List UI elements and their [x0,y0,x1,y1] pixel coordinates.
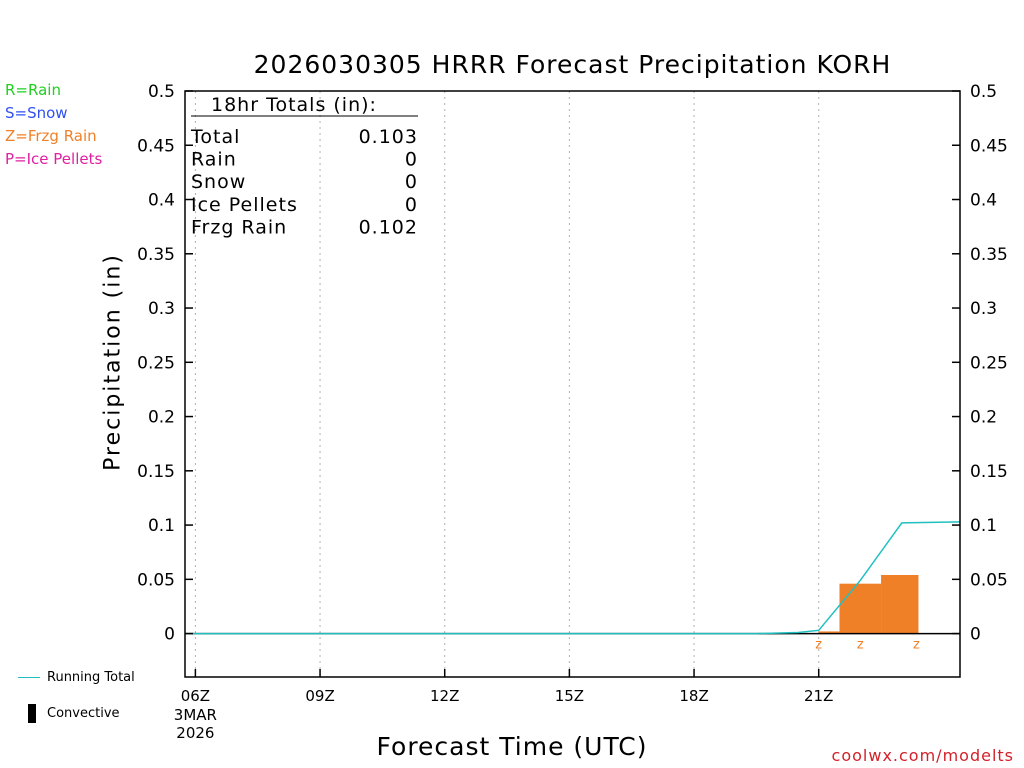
y-tick-label-right-0.3: 0.3 [970,299,997,319]
totals-label-1: Rain [191,149,237,171]
y-tick-label-left-0.45: 0.45 [137,136,175,156]
convective-key-swatch [28,704,36,723]
totals-title: 18hr Totals (in): [211,94,377,116]
y-tick-label-right-0.5: 0.5 [970,82,997,102]
totals-label-4: Frzg Rain [191,216,287,238]
legend-rain: R=Rain [5,81,61,99]
y-tick-label-left-0: 0 [164,625,175,645]
x-tick-label-12Z: 12Z [430,687,459,705]
precip-bar-2 [881,574,919,634]
ptype-marker-0: z [815,638,822,653]
running-total-key-label: Running Total [47,670,135,685]
y-tick-label-left-0.35: 0.35 [137,245,175,265]
totals-label-0: Total [190,126,240,148]
y-tick-label-left-0.2: 0.2 [148,408,175,428]
y-tick-label-right-0.35: 0.35 [970,245,1008,265]
plot-frame [184,90,961,678]
legend-snow: S=Snow [5,104,68,122]
running-total-key-line [18,677,40,678]
y-tick-label-left-0.4: 0.4 [148,191,175,211]
legend-ice-pellets: P=Ice Pellets [5,150,103,168]
totals-value-3: 0 [405,194,418,216]
y-tick-label-right-0.1: 0.1 [970,516,997,536]
y-tick-label-right-0.25: 0.25 [970,353,1008,373]
precip-bar-0 [818,631,840,634]
x-tick-date-year: 2026 [176,724,214,742]
x-tick-label-09Z: 09Z [305,687,334,705]
y-ticks-right: 0 0.05 0.1 0.15 0.2 0.25 0.3 0.35 0.4 0.45 0.5 [952,82,1008,645]
y-tick-label-left-0.05: 0.05 [137,570,175,590]
y-tick-label-right-0.4: 0.4 [970,191,997,211]
convective-key-label: Convective [47,706,120,721]
totals-label-3: Ice Pellets [191,194,298,216]
legend-frzg-rain: Z=Frzg Rain [5,127,97,145]
chart-title: 2026030305 HRRR Forecast Precipitation K… [253,50,892,79]
grid-lines [194,91,820,677]
precip-bar-1 [839,583,882,634]
precip-bars [818,574,919,634]
totals-value-2: 0 [405,171,418,193]
y-tick-label-right-0.2: 0.2 [970,408,997,428]
y-tick-label-right-0.05: 0.05 [970,570,1008,590]
y-tick-label-right-0.45: 0.45 [970,136,1008,156]
y-tick-label-left-0.3: 0.3 [148,299,175,319]
y-ticks-left: 0 0.05 0.1 0.15 0.2 0.25 0.3 0.35 0.4 0.45 0.5 [137,82,193,645]
y-tick-label-left-0.1: 0.1 [148,516,175,536]
x-tick-label-15Z: 15Z [555,687,584,705]
x-axis-label: Forecast Time (UTC) [376,732,648,761]
x-tick-date-day: 3MAR [174,706,217,724]
x-tick-label-06Z: 06Z [181,687,210,705]
credit-text: coolwx.com/modelts [831,746,1014,765]
y-tick-label-right-0.15: 0.15 [970,462,1008,482]
totals-value-4: 0.102 [359,216,418,238]
totals-value-1: 0 [405,149,418,171]
x-tick-label-18Z: 18Z [679,687,708,705]
totals-box: 18hr Totals (in): Total 0.103 Rain 0 Snow 0 Ice… [190,94,418,238]
ptype-marker-2: z [913,638,920,653]
running-total-line [185,521,961,635]
x-tick-label-21Z: 21Z [804,687,833,705]
totals-value-0: 0.103 [359,126,418,148]
y-tick-label-right-0: 0 [970,625,981,645]
y-tick-label-left-0.15: 0.15 [137,462,175,482]
totals-label-2: Snow [191,171,246,193]
ptype-marker-1: z [857,638,864,653]
y-tick-label-left-0.5: 0.5 [148,82,175,102]
y-tick-label-left-0.25: 0.25 [137,353,175,373]
